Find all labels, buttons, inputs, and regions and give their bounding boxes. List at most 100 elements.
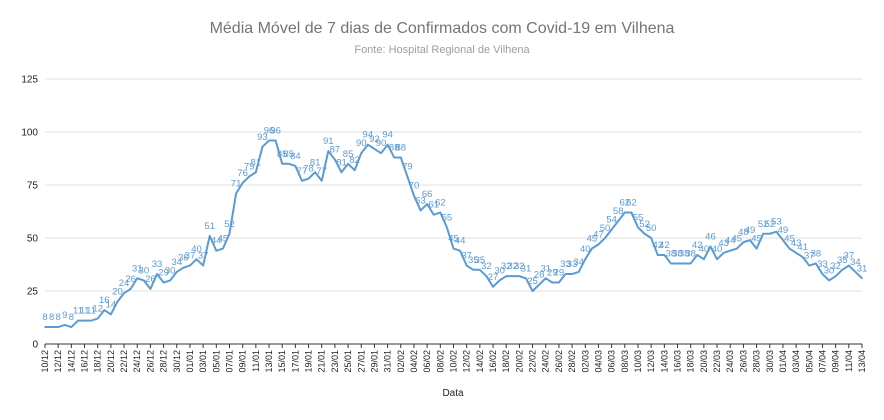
data-point: [143, 279, 145, 282]
x-tick-label: 18/03: [686, 350, 696, 373]
data-label: 96: [270, 125, 281, 136]
data-label: 90: [356, 138, 367, 149]
data-point: [848, 264, 850, 267]
data-point: [801, 256, 804, 258]
x-tick-label: 03/01: [198, 350, 208, 373]
x-tick-label: 11/04: [844, 350, 854, 372]
data-point: [525, 277, 527, 280]
data-point: [156, 273, 158, 275]
data-label: 79: [402, 162, 413, 173]
data-point: [419, 209, 422, 212]
y-tick-label: 0: [32, 340, 38, 351]
data-label: 14: [106, 299, 117, 310]
x-tick-label: 13/01: [264, 350, 274, 373]
data-label: 30: [824, 265, 835, 276]
x-tick-label: 10/12: [40, 350, 50, 373]
data-point: [222, 247, 224, 250]
data-point: [103, 309, 106, 311]
data-point: [426, 203, 428, 205]
data-label: 11: [86, 306, 96, 317]
data-point: [57, 326, 59, 328]
data-point: [228, 232, 231, 235]
data-point: [551, 281, 554, 284]
data-point: [175, 271, 178, 273]
data-label: 63: [415, 195, 426, 206]
data-label: 40: [580, 244, 591, 255]
data-label: 37: [804, 251, 815, 262]
x-tick-label: 14/02: [475, 350, 485, 373]
data-label: 79: [244, 162, 255, 173]
data-label: 45: [218, 234, 229, 245]
data-label: 11: [80, 306, 90, 317]
data-label: 55: [633, 212, 644, 223]
data-label: 44: [211, 236, 222, 247]
data-point: [386, 143, 389, 146]
x-tick-label: 18/02: [501, 350, 511, 373]
data-label: 77: [316, 166, 327, 177]
data-label: 33: [817, 259, 828, 270]
data-label: 31: [132, 263, 143, 274]
chart-subtitle: Fonte: Hospital Regional de Vilhena: [354, 44, 530, 56]
data-label: 51: [204, 221, 215, 232]
x-tick-label: 27/01: [356, 350, 366, 373]
data-point: [564, 273, 567, 275]
data-point: [683, 262, 685, 265]
x-tick-label: 11/01: [251, 350, 261, 372]
data-label: 40: [699, 244, 710, 255]
x-tick-label: 24/12: [132, 350, 142, 373]
data-label: 16: [99, 295, 110, 306]
data-point: [637, 226, 639, 229]
data-point: [749, 239, 751, 241]
data-point: [287, 163, 290, 165]
data-point: [571, 273, 573, 275]
data-point: [729, 249, 732, 252]
x-tick-label: 22/12: [119, 350, 129, 373]
x-tick-label: 14/03: [659, 350, 669, 373]
y-axis-ticks: 0 25 50 75 100 125: [21, 75, 38, 351]
data-point: [360, 152, 363, 154]
x-tick-label: 09/01: [238, 350, 248, 373]
data-point: [439, 211, 442, 214]
data-label: 30: [139, 265, 150, 276]
data-point: [656, 254, 659, 256]
data-label: 53: [771, 217, 782, 228]
data-point: [544, 277, 547, 280]
data-label: 38: [811, 248, 822, 259]
data-point: [123, 292, 125, 294]
data-label: 8: [42, 312, 47, 323]
data-label: 45: [587, 234, 598, 245]
data-point: [314, 171, 316, 174]
data-point: [202, 264, 204, 267]
data-label: 30: [165, 265, 176, 276]
data-label: 11: [73, 306, 83, 317]
y-tick-label: 75: [27, 181, 39, 192]
x-tick-label: 18/12: [93, 350, 103, 373]
data-point: [630, 211, 633, 214]
x-tick-label: 13/04: [857, 350, 867, 373]
data-label: 26: [145, 274, 156, 285]
data-point: [334, 158, 336, 161]
x-tick-label: 08/02: [435, 350, 445, 373]
x-tick-label: 21/01: [317, 350, 327, 373]
x-tick-label: 01/04: [778, 350, 788, 373]
data-point: [472, 269, 475, 271]
x-tick-label: 05/04: [804, 350, 814, 373]
data-label: 20: [112, 287, 123, 298]
data-label: 38: [672, 248, 683, 259]
data-point: [591, 247, 593, 250]
data-label: 37: [461, 251, 472, 262]
data-label: 37: [185, 251, 196, 262]
data-point: [215, 249, 218, 252]
x-tick-label: 02/03: [580, 350, 590, 373]
x-tick-label: 20/03: [699, 350, 709, 373]
data-label: 37: [844, 251, 855, 262]
data-point: [538, 283, 540, 286]
x-tick-label: 30/12: [172, 350, 182, 373]
y-tick-label: 125: [21, 75, 38, 86]
data-point: [208, 235, 211, 237]
data-label: 24: [119, 278, 130, 289]
data-point: [116, 300, 119, 303]
data-label: 42: [652, 240, 663, 251]
x-tick-label: 26/02: [554, 350, 564, 373]
